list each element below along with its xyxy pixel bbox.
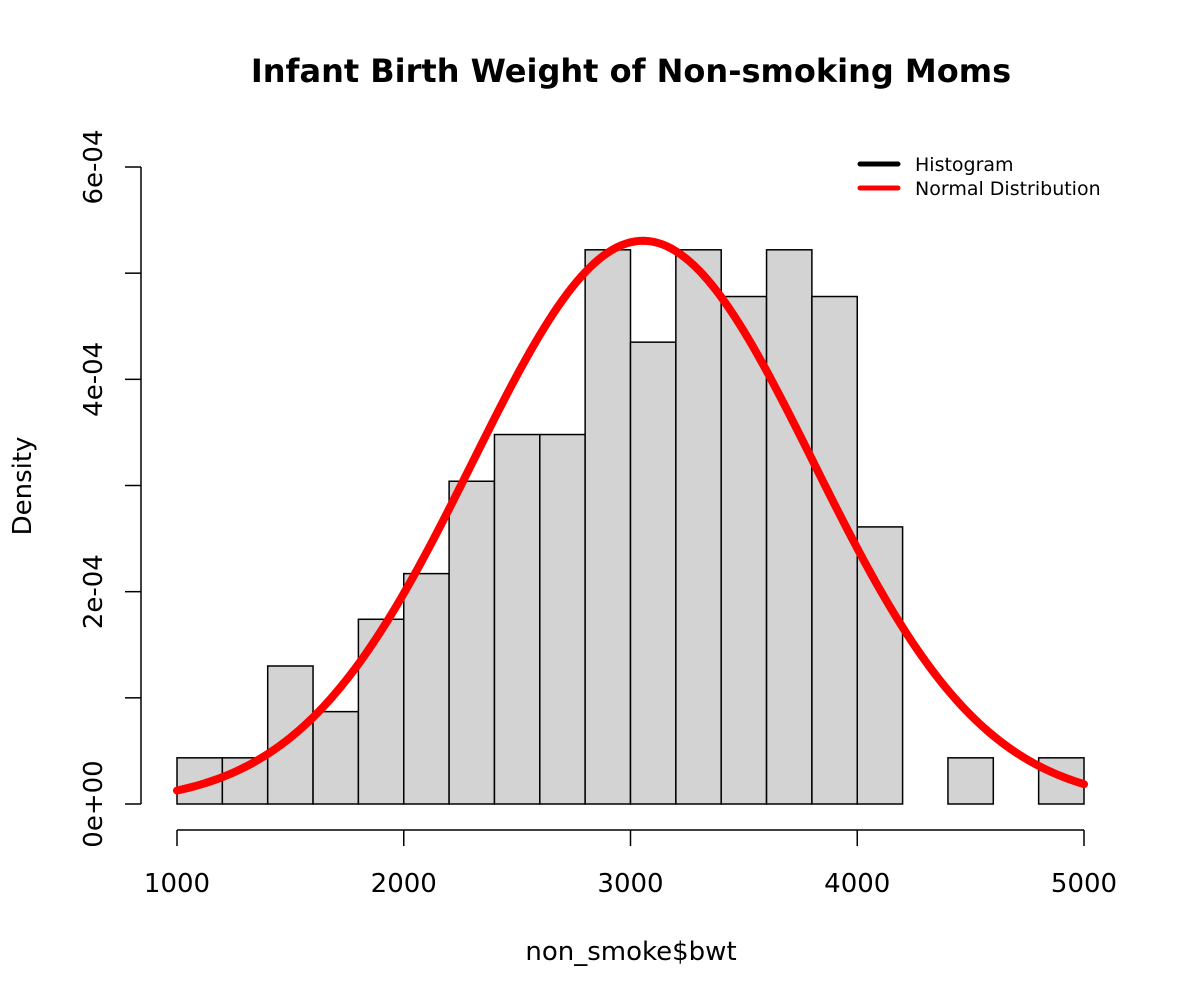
y-tick-label: 0e+00 [79,760,109,847]
histogram-bar-9 [539,433,586,805]
y-axis: 0e+00 2e-04 4e-04 6e-04 [79,129,142,848]
histogram-bars [176,249,1085,805]
x-tick-label: 4000 [824,869,890,899]
y-tick-label: 6e-04 [79,129,109,204]
histogram-bar-7 [448,480,496,805]
histogram-bar-16 [856,526,904,805]
histogram-bar-13 [720,295,768,805]
histogram-bar-5 [357,618,405,805]
histogram-bar-4 [312,710,360,805]
histogram-bar-8 [493,433,541,805]
histogram-bar-12 [675,249,722,805]
x-tick-label: 3000 [597,869,663,899]
histogram-bar-14 [765,249,813,805]
chart-title: Infant Birth Weight of Non-smoking Moms [251,52,1011,90]
x-axis: 1000 2000 3000 4000 5000 [144,829,1117,899]
normal-distribution-curve [173,236,1088,795]
y-tick-label: 2e-04 [79,554,109,629]
histogram-bar-10 [584,249,632,805]
histogram-bar-11 [629,341,677,805]
histogram-bar-15 [811,295,859,805]
x-tick-label: 2000 [371,869,437,899]
x-tick-label: 1000 [144,869,210,899]
x-axis-title: non_smoke$bwt [525,937,736,967]
histogram-bar-6 [403,572,450,805]
histogram-bar-18 [947,757,995,805]
legend-label-1: Histogram [915,154,1014,176]
legend-label-2: Normal Distribution [915,178,1101,200]
y-tick-label: 4e-04 [79,342,109,417]
y-axis-title: Density [8,437,38,536]
x-tick-label: 5000 [1051,869,1117,899]
